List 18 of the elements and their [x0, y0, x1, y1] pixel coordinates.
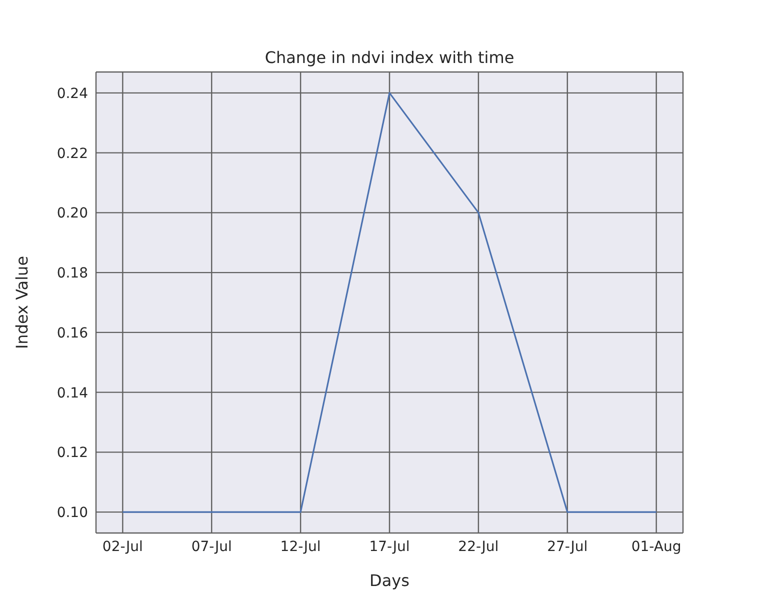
- x-tick-label: 02-Jul: [102, 538, 143, 555]
- x-tick-label: 01-Aug: [631, 538, 682, 555]
- x-axis-title: Days: [370, 571, 410, 590]
- y-tick-label: 0.12: [56, 445, 88, 462]
- y-tick-label: 0.14: [56, 385, 88, 402]
- x-tick-label: 07-Jul: [191, 538, 232, 555]
- x-tick-label: 12-Jul: [280, 538, 321, 555]
- x-tick-label: 27-Jul: [547, 538, 588, 555]
- y-tick-label: 0.10: [56, 505, 88, 522]
- chart-title: Change in ndvi index with time: [264, 48, 516, 67]
- y-tick-label: 0.24: [56, 86, 88, 102]
- y-tick-label: 0.16: [56, 325, 88, 342]
- y-tick-label: 0.20: [56, 206, 88, 222]
- y-tick-label: 0.22: [56, 146, 88, 162]
- x-tick-label: 22-Jul: [458, 538, 499, 555]
- y-tick-label: 0.18: [56, 266, 88, 282]
- y-axis-title: Index Value: [12, 256, 32, 350]
- x-tick-label: 17-Jul: [369, 538, 410, 555]
